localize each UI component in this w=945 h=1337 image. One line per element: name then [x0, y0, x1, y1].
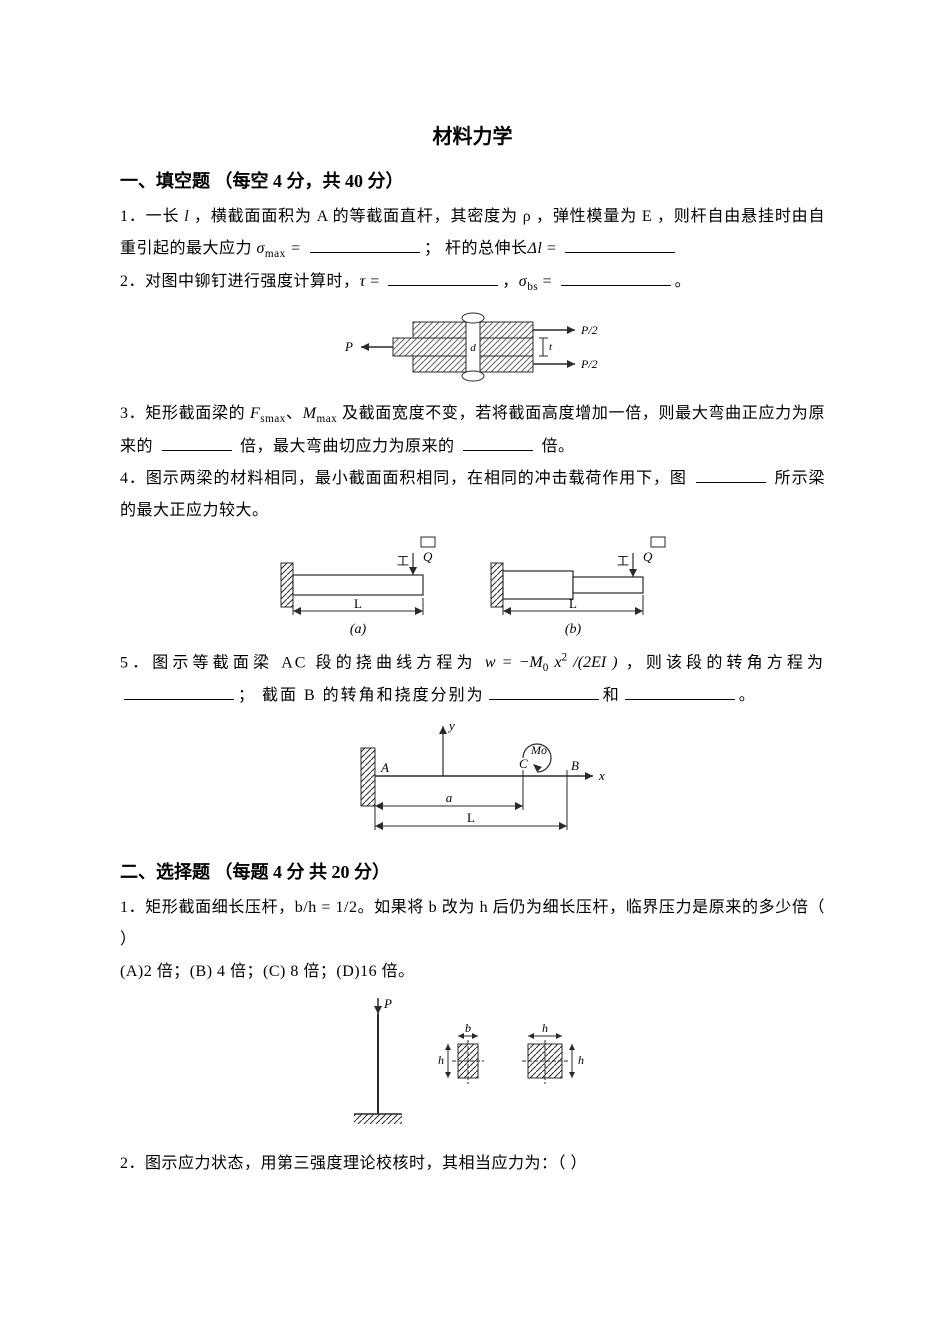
q5-eqn: w = −M0 x2 /(2EI ): [485, 654, 618, 671]
q2-t1: 2．对图中铆钉进行强度计算时，: [120, 273, 360, 290]
fig-beams: Q 工 L (a) Q 工 L (: [120, 533, 825, 643]
q2-t4: 。: [675, 273, 692, 290]
q1-eq: =: [286, 240, 306, 257]
cant-Mo: Mo: [530, 743, 547, 757]
q3-blank2: [463, 435, 533, 451]
s2q1: 1．矩形截面细长压杆，b/h = 1/2。如果将 b 改为 h 后仍为细长压杆，…: [120, 892, 825, 956]
fig-rivet-P: P: [344, 339, 353, 354]
q1-blank2: [565, 237, 675, 253]
s2q2: 2．图示应力状态，用第三强度理论校核时，其相当应力为：（ ）: [120, 1148, 825, 1180]
cant-y: y: [447, 718, 455, 733]
q4-blank: [696, 467, 766, 483]
sec2-h-top: h: [542, 1021, 548, 1035]
beam-b-L: L: [569, 596, 577, 611]
q5: 5．图示等截面梁 AC 段的挠曲线方程为 w = −M0 x2 /(2EI ) …: [120, 647, 825, 712]
beam-b-Q: Q: [643, 549, 653, 564]
q2-t2: ，: [502, 273, 519, 290]
q5-t3: ； 截面 B 的转角和挠度分别为: [238, 687, 485, 704]
sec1-b: b: [465, 1021, 471, 1035]
q2-blank2: [561, 269, 671, 285]
page: 材料力学 一、填空题 （每空 4 分，共 40 分） 1．一长 l ，横截面面积…: [0, 0, 945, 1337]
q5-end: 。: [739, 687, 757, 704]
section1-heading: 一、填空题 （每空 4 分，共 40 分）: [120, 167, 825, 193]
q2-sig: σ: [519, 273, 527, 290]
cant-L: L: [467, 810, 475, 825]
q4: 4．图示两梁的材料相同，最小截面面积相同，在相同的冲击载荷作用下，图 所示梁的最…: [120, 463, 825, 527]
q5-blank2: [489, 684, 599, 700]
fig-rivet-P2b: P/2: [580, 357, 598, 371]
beam-b-I: 工: [617, 554, 629, 568]
q2-sigbs: σbs: [519, 273, 538, 290]
section2-heading: 二、选择题 （每题 4 分 共 20 分）: [120, 858, 825, 884]
q3-mid: 倍，最大弯曲切应力为原来的: [236, 438, 460, 455]
q5-t2: ，则该段的转角方程为: [618, 654, 825, 671]
cant-a: a: [445, 790, 452, 805]
sec2-h-side: h: [578, 1053, 584, 1067]
cant-x: x: [598, 768, 605, 783]
cant-C: C: [519, 756, 528, 771]
q4-t1: 4．图示两梁的材料相同，最小截面面积相同，在相同的冲击载荷作用下，图: [120, 470, 692, 487]
beam-a-Q: Q: [423, 549, 433, 564]
s2q1-opts: (A)2 倍；(B) 4 倍；(C) 8 倍；(D)16 倍。: [120, 956, 825, 988]
q1-t1: 1．一长: [120, 208, 184, 225]
cant-B: B: [571, 758, 579, 773]
fig-cantilever: x y A C Mo B a: [120, 718, 825, 848]
q5-and: 和: [603, 687, 621, 704]
q3-blank1: [162, 435, 232, 451]
q3: 3．矩形截面梁的 Fsmax、Mmax 及截面宽度不变，若将截面高度增加一倍，则…: [120, 398, 825, 463]
q5-t1: 5．图示等截面梁 AC 段的挠曲线方程为: [120, 654, 485, 671]
q1-dl: Δl: [527, 240, 542, 257]
beam-a-label: (a): [349, 622, 366, 637]
beam-a-L: L: [354, 596, 362, 611]
q2: 2．对图中铆钉进行强度计算时，τ = ，σbs = 。: [120, 266, 825, 299]
q2-blank1: [388, 269, 498, 285]
q1: 1．一长 l ，横截面面积为 A 的等截面直杆，其密度为 ρ ，弹性模量为 E …: [120, 201, 825, 266]
q2-eq2: =: [538, 273, 557, 290]
q1-sigma-sub: max: [265, 248, 286, 260]
q1-sigma: σ: [257, 240, 265, 257]
fig-rivet-P2a: P/2: [580, 323, 598, 337]
col-P: P: [383, 996, 392, 1011]
q1-t3: ； 杆的总伸长: [424, 240, 528, 257]
q5-blank3: [625, 684, 735, 700]
fig-rivet: d P P/2 P/2 t: [120, 304, 825, 394]
q1-sigmax: σmax =: [257, 240, 306, 257]
beam-a-I: 工: [397, 554, 409, 568]
cant-A: A: [380, 760, 389, 775]
q2-eq: =: [366, 273, 385, 290]
q5-blank1: [124, 684, 234, 700]
doc-title: 材料力学: [120, 120, 825, 149]
fig-rivet-d: d: [470, 342, 476, 354]
q3-end: 倍。: [537, 438, 575, 455]
sec1-h: h: [438, 1053, 444, 1067]
beam-b-label: (b): [564, 622, 581, 637]
q2-sig-sub: bs: [527, 281, 538, 293]
q1-blank1: [310, 237, 420, 253]
fig-column: P b h h: [120, 994, 825, 1144]
q1-eq2: =: [542, 240, 561, 257]
fig-rivet-t: t: [549, 341, 553, 353]
